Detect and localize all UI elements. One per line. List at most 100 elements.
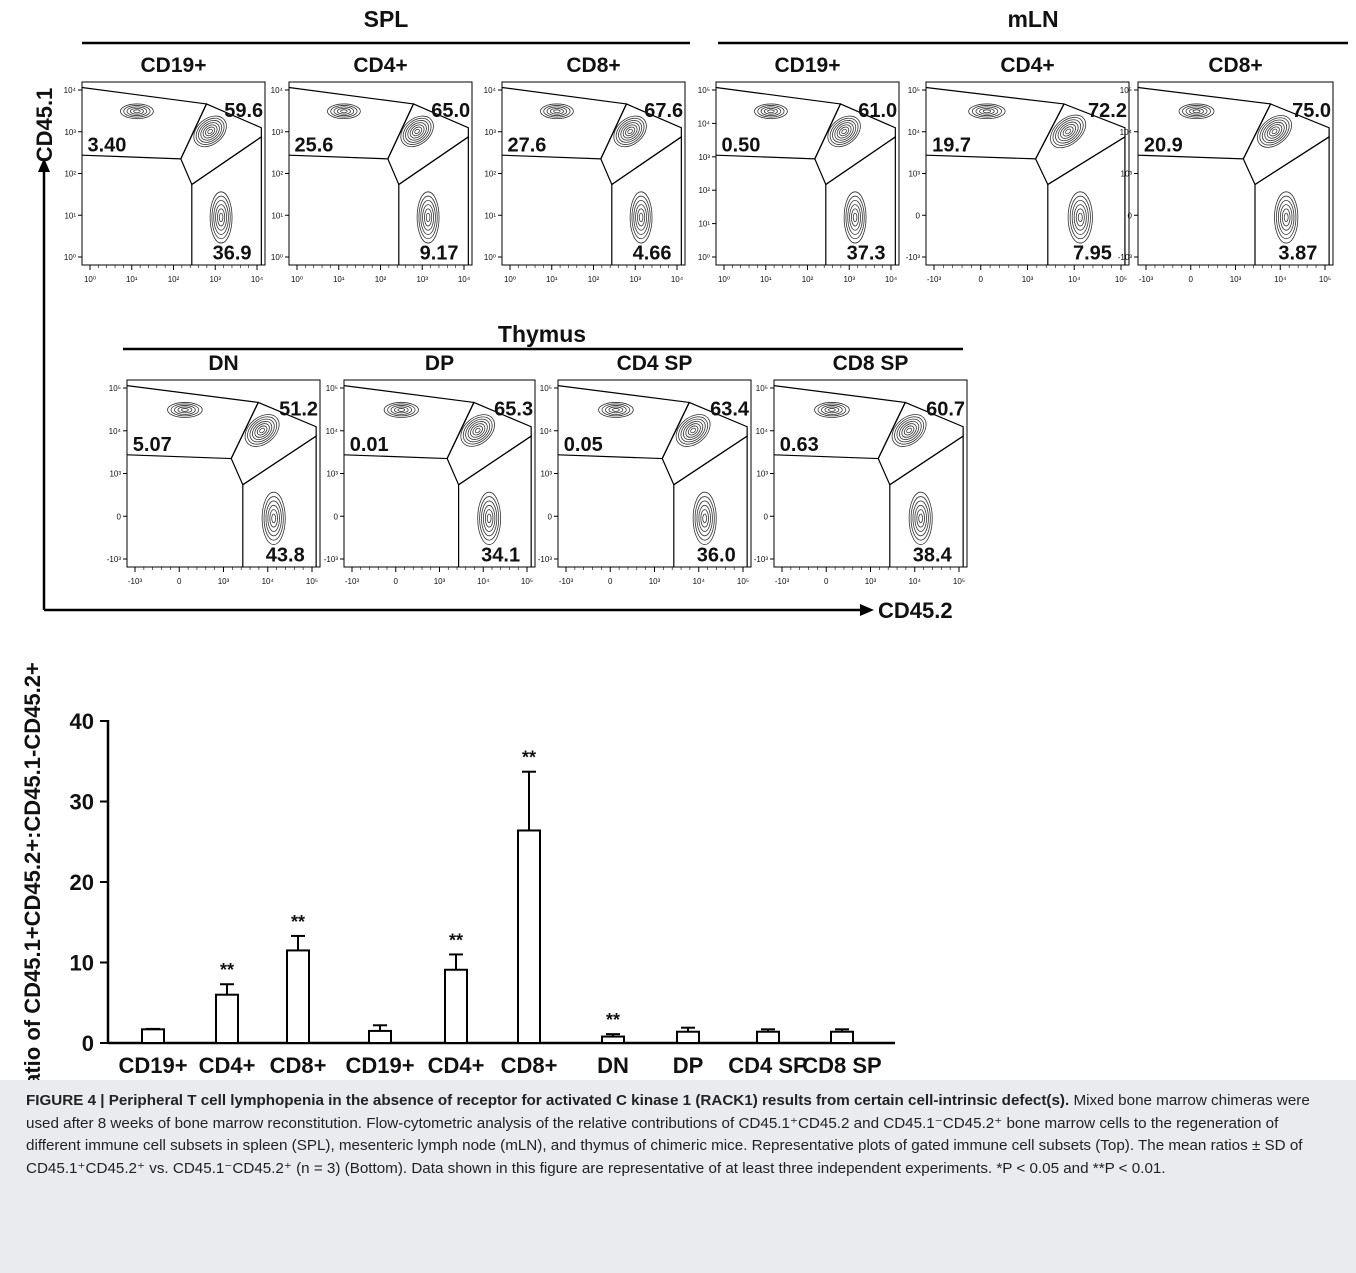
population-double-positive (680, 418, 706, 443)
population-cd45.1-single (608, 406, 624, 414)
population-double-positive (687, 425, 699, 436)
population-double-positive (1065, 128, 1072, 135)
y-tick-label: 20 (70, 870, 94, 895)
population-double-positive (832, 120, 857, 143)
gate-value-upper-left: 0.05 (564, 434, 603, 456)
x-tick-label: -10³ (559, 577, 574, 586)
x-tick-label: 10³ (209, 275, 221, 284)
gate-value-upper-right: 63.4 (710, 399, 750, 421)
gate-value-upper-left: 0.63 (780, 434, 819, 456)
gate-lower-right (825, 135, 896, 265)
population-cd45.1-single (181, 408, 189, 412)
category-label: CD8+ (270, 1053, 327, 1078)
x-tick-label: 10⁴ (671, 275, 684, 284)
y-tick-label: 10² (271, 170, 283, 179)
bar (141, 1028, 165, 1044)
population-cd45.2-single (483, 504, 496, 532)
population-double-positive (402, 117, 432, 145)
gate-upper-right (1034, 103, 1126, 186)
flow-plot-title: CD8 SP (833, 352, 909, 375)
x-tick-label: 10⁴ (909, 577, 922, 586)
x-tick-label: 0 (1189, 275, 1194, 284)
x-tick-label: 10⁵ (737, 577, 749, 586)
x-tick-label: 10⁰ (718, 275, 730, 284)
y-tick-label: 10⁵ (109, 384, 121, 393)
flow-plot-7: DN -10³ 0 10³ 10⁴ 10⁵ 10⁵ 10⁴ 10³ 0 -10³ 5.07 51.2 43… (107, 352, 321, 586)
y-tick-label: 10⁴ (326, 427, 339, 436)
y-tick-label: 10² (484, 170, 496, 179)
population-cd45.1-single (821, 405, 843, 415)
population-double-positive (195, 117, 225, 145)
population-double-positive (618, 120, 643, 143)
category-label: CD4+ (428, 1053, 485, 1078)
x-tick-label: 10⁴ (1274, 275, 1287, 284)
category-label: CD19+ (118, 1053, 187, 1078)
y-tick-label: -10³ (538, 555, 553, 564)
population-cd45.1-single (394, 406, 409, 414)
flow-plot-title: CD4 SP (617, 352, 693, 375)
flow-plot-title: DN (208, 352, 238, 375)
y-tick-label: -10³ (324, 555, 339, 564)
flow-plot-4: CD19+ 10⁰ 10¹ 10² 10³ 10⁴ 10⁵ 10⁴ 10³ 10² 10¹ 10⁰ 0.… (698, 54, 900, 284)
gate-upper-right (180, 103, 262, 186)
x-tick-label: 10³ (1230, 275, 1242, 284)
population-cd45.2-single (265, 500, 282, 537)
gate-value-upper-left: 3.40 (87, 135, 126, 157)
y-tick-label: 10³ (908, 170, 920, 179)
gate-value-upper-right: 59.6 (224, 100, 263, 122)
population-cd45.1-single (543, 105, 571, 118)
gate-value-lower-right: 7.95 (1073, 243, 1112, 265)
population-double-positive (1259, 117, 1290, 146)
y-tick-label: 10³ (756, 470, 768, 479)
y-tick-label: 10⁴ (271, 86, 284, 95)
gate-lower-right (611, 135, 682, 265)
figure-caption: FIGURE 4 | Peripheral T cell lymphopenia… (0, 1080, 1356, 1273)
population-double-positive (460, 414, 495, 447)
flow-plot-10: CD8 SP -10³ 0 10³ 10⁴ 10⁵ 10⁵ 10⁴ 10³ 0 -10³ 0.63 60… (754, 352, 968, 586)
x-axis-arrowhead (860, 604, 874, 616)
population-cd45.2-single (422, 204, 434, 231)
population-cd45.1-single (1178, 103, 1215, 119)
population-cd45.1-single (387, 403, 416, 417)
y-tick-label: 10³ (1120, 170, 1132, 179)
population-double-positive (249, 418, 275, 443)
population-cd45.2-single (696, 500, 713, 537)
population-cd45.1-single (968, 103, 1006, 119)
y-tick-label: 10⁴ (109, 427, 122, 436)
population-double-positive (1060, 124, 1077, 139)
population-cd45.2-single (1276, 195, 1297, 240)
gate-value-upper-left: 5.07 (133, 434, 172, 456)
y-tick-label: 10⁵ (756, 384, 768, 393)
population-cd45.2-single (702, 513, 708, 524)
population-cd45.2-single (694, 496, 715, 541)
population-cd45.2-single (700, 509, 709, 528)
population-cd45.1-single (598, 402, 634, 418)
population-double-positive (1062, 126, 1074, 137)
gate-value-upper-left: 19.7 (932, 135, 971, 157)
population-double-positive (827, 115, 861, 148)
gate-value-upper-right: 67.6 (644, 100, 683, 122)
population-double-positive (412, 126, 423, 137)
x-tick-label: -10³ (1139, 275, 1154, 284)
population-cd45.2-single (1075, 208, 1085, 227)
population-cd45.1-single (167, 402, 203, 418)
population-cd45.1-single (546, 106, 568, 117)
population-double-positive (244, 414, 280, 447)
population-double-positive (256, 425, 268, 436)
population-cd45.2-single (486, 513, 492, 524)
population-cd45.1-single (601, 403, 631, 417)
bar (830, 1030, 854, 1044)
y-tick-label: 10⁴ (698, 119, 711, 128)
y-tick-label: -10³ (107, 555, 122, 564)
population-cd45.1-single (975, 106, 999, 117)
flow-plot-8: DP -10³ 0 10³ 10⁴ 10⁵ 10⁵ 10⁴ 10³ 0 -10³ 0.01 65.3 34… (324, 352, 536, 586)
x-tick-label: 10⁰ (291, 275, 303, 284)
y-tick-label: 10⁴ (908, 128, 921, 137)
gate-upper-right (230, 401, 317, 486)
bar (601, 1035, 625, 1045)
population-double-positive (1055, 119, 1082, 144)
population-double-positive (901, 423, 917, 438)
population-cd45.2-single (211, 195, 231, 240)
population-double-positive (1271, 128, 1278, 135)
population-cd45.1-single (1182, 105, 1211, 118)
